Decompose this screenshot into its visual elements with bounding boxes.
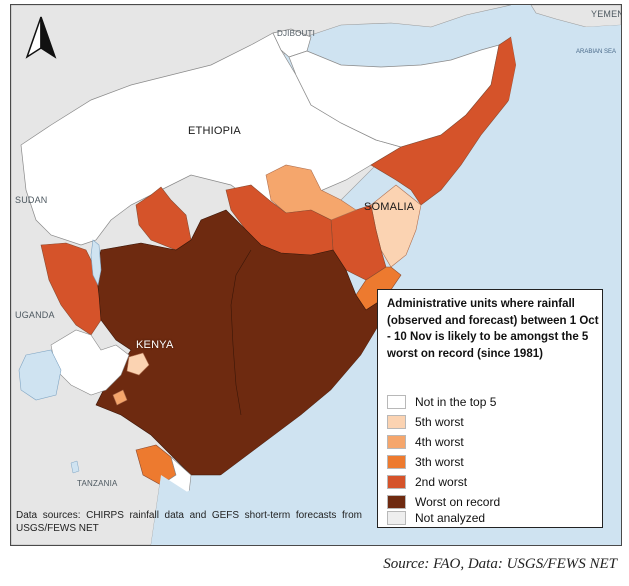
lake-victoria: [18, 349, 62, 401]
north-arrow-icon: [25, 16, 57, 59]
label-tanzania: TANZANIA: [77, 479, 118, 488]
label-ethiopia: ETHIOPIA: [188, 125, 241, 137]
kenya-central-4th: [112, 389, 128, 406]
kenya-admin-boundary: [230, 249, 252, 416]
kenya-central-5th: [126, 352, 150, 376]
legend-title: Administrative units where rainfall (obs…: [387, 298, 599, 360]
map-legend: Administrative units where rainfall (obs…: [377, 289, 603, 528]
legend-label: 4th worst: [415, 435, 464, 449]
label-sudan: SUDAN: [15, 195, 48, 205]
label-djibouti: DJIBOUTI: [277, 29, 316, 38]
legend-swatch: [387, 475, 406, 489]
ethiopia-southeast-4th: [265, 164, 357, 221]
legend-label: Not analyzed: [415, 511, 486, 525]
source-caption: Source: FAO, Data: USGS/FEWS NET: [383, 556, 617, 572]
legend-label: Not in the top 5: [415, 395, 497, 409]
label-arabian-sea: ARABIAN SEA: [576, 49, 617, 55]
legend-label: 3th worst: [415, 455, 464, 469]
data-sources-note: Data sources: CHIRPS rainfall data and G…: [16, 510, 362, 534]
label-kenya: KENYA: [136, 339, 174, 351]
legend-swatch: [387, 511, 406, 525]
label-uganda: UGANDA: [15, 310, 55, 320]
legend-swatch: [387, 455, 406, 469]
label-somalia: SOMALIA: [364, 201, 415, 213]
lake-small: [70, 460, 80, 474]
legend-swatch: [387, 395, 406, 409]
legend-swatch: [387, 435, 406, 449]
legend-label: 5th worst: [415, 415, 464, 429]
legend-label: Worst on record: [415, 495, 501, 509]
label-yemen: YEMEN: [591, 9, 622, 19]
ethiopia-west-2nd: [135, 186, 192, 251]
legend-swatch: [387, 495, 406, 509]
lake-turkana: [90, 239, 102, 286]
legend-label: 2nd worst: [415, 475, 468, 489]
kenya-central-white: [50, 329, 130, 396]
legend-swatch: [387, 415, 406, 429]
